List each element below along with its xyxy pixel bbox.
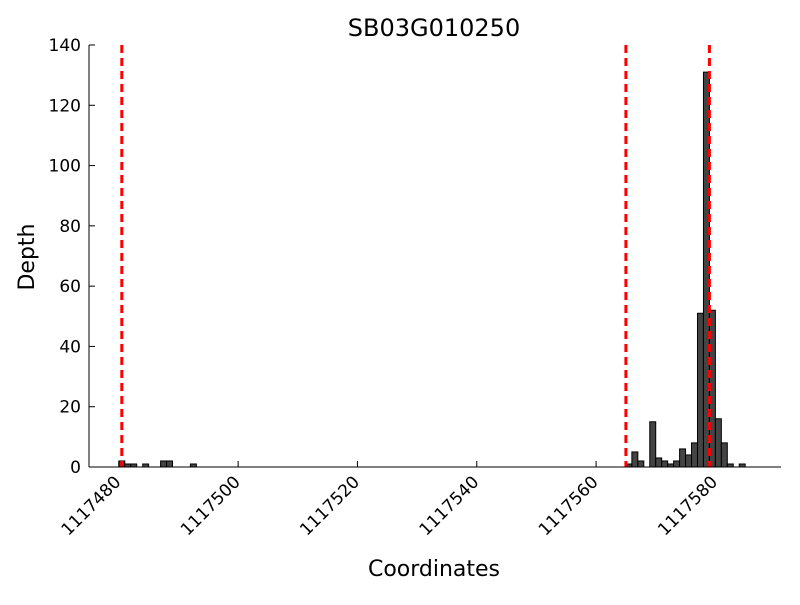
y-tick-label: 80 bbox=[59, 217, 81, 237]
depth-bar bbox=[679, 448, 687, 468]
depth-bar bbox=[655, 457, 663, 468]
depth-bar bbox=[685, 454, 693, 468]
y-tick-label: 140 bbox=[49, 36, 81, 56]
axes-layer bbox=[88, 45, 781, 468]
y-tick-label: 0 bbox=[70, 458, 81, 478]
y-axis-label: Depth bbox=[15, 223, 40, 290]
x-ticks-layer: 1117480 1117500 1117520 1117540 1117560 11175… bbox=[58, 461, 722, 540]
reference-lines-layer bbox=[120, 45, 711, 467]
y-tick-label: 120 bbox=[49, 96, 81, 116]
x-tick-label: 1117560 bbox=[535, 472, 603, 540]
depth-bar bbox=[720, 442, 728, 468]
x-axis-label: Coordinates bbox=[368, 557, 500, 582]
y-ticks-layer: 0 20 40 60 80 100 120 140 bbox=[49, 36, 95, 478]
y-tick-label: 100 bbox=[49, 157, 81, 177]
depth-bar bbox=[661, 460, 669, 468]
x-tick-label: 1117580 bbox=[654, 472, 722, 540]
chart-title: SB03G010250 bbox=[348, 14, 520, 42]
x-tick-label: 1117520 bbox=[296, 472, 364, 540]
y-tick-label: 20 bbox=[59, 398, 81, 418]
depth-bar bbox=[649, 421, 657, 468]
depth-bar bbox=[696, 312, 704, 468]
depth-bar bbox=[714, 418, 722, 468]
depth-bar bbox=[637, 460, 645, 468]
depth-bar bbox=[673, 460, 681, 468]
depth-bar bbox=[631, 451, 639, 468]
depth-bar bbox=[691, 442, 698, 468]
x-tick-label: 1117540 bbox=[416, 472, 484, 540]
y-tick-label: 60 bbox=[59, 277, 81, 297]
depth-bar bbox=[160, 460, 168, 468]
y-tick-label: 40 bbox=[59, 337, 81, 357]
depth-bar bbox=[166, 460, 174, 468]
bars-layer bbox=[118, 71, 746, 468]
x-tick-label: 1117480 bbox=[58, 472, 126, 540]
x-tick-label: 1117500 bbox=[177, 472, 245, 540]
